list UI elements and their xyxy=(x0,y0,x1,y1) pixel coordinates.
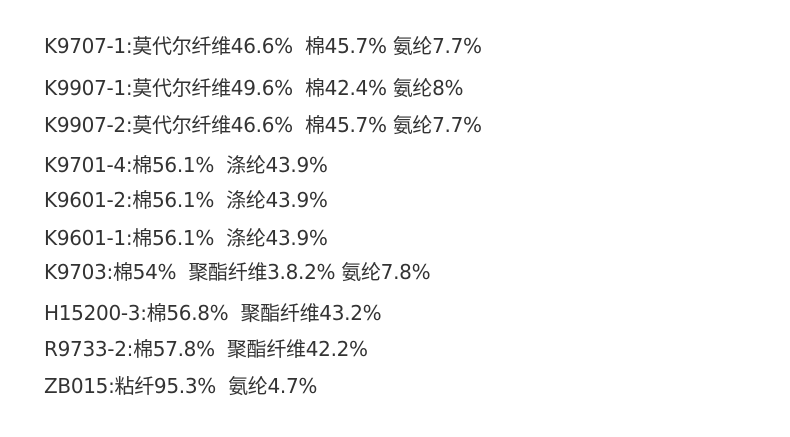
composition-line: K9601-1:棉56.1% 涤纶43.9% xyxy=(44,226,328,250)
composition-line: ZB015:粘纤95.3% 氨纶4.7% xyxy=(44,374,318,398)
composition-line: H15200-3:棉56.8% 聚酯纤维43.2% xyxy=(44,301,382,325)
composition-line: K9703:棉54% 聚酯纤维3.8.2% 氨纶7.8% xyxy=(44,260,431,284)
composition-line: K9601-2:棉56.1% 涤纶43.9% xyxy=(44,188,328,212)
composition-line: K9707-1:莫代尔纤维46.6% 棉45.7% 氨纶7.7% xyxy=(44,34,482,58)
composition-line: R9733-2:棉57.8% 聚酯纤维42.2% xyxy=(44,337,368,361)
composition-line: K9907-2:莫代尔纤维46.6% 棉45.7% 氨纶7.7% xyxy=(44,113,482,137)
composition-line: K9701-4:棉56.1% 涤纶43.9% xyxy=(44,153,328,177)
composition-line: K9907-1:莫代尔纤维49.6% 棉42.4% 氨纶8% xyxy=(44,76,464,100)
